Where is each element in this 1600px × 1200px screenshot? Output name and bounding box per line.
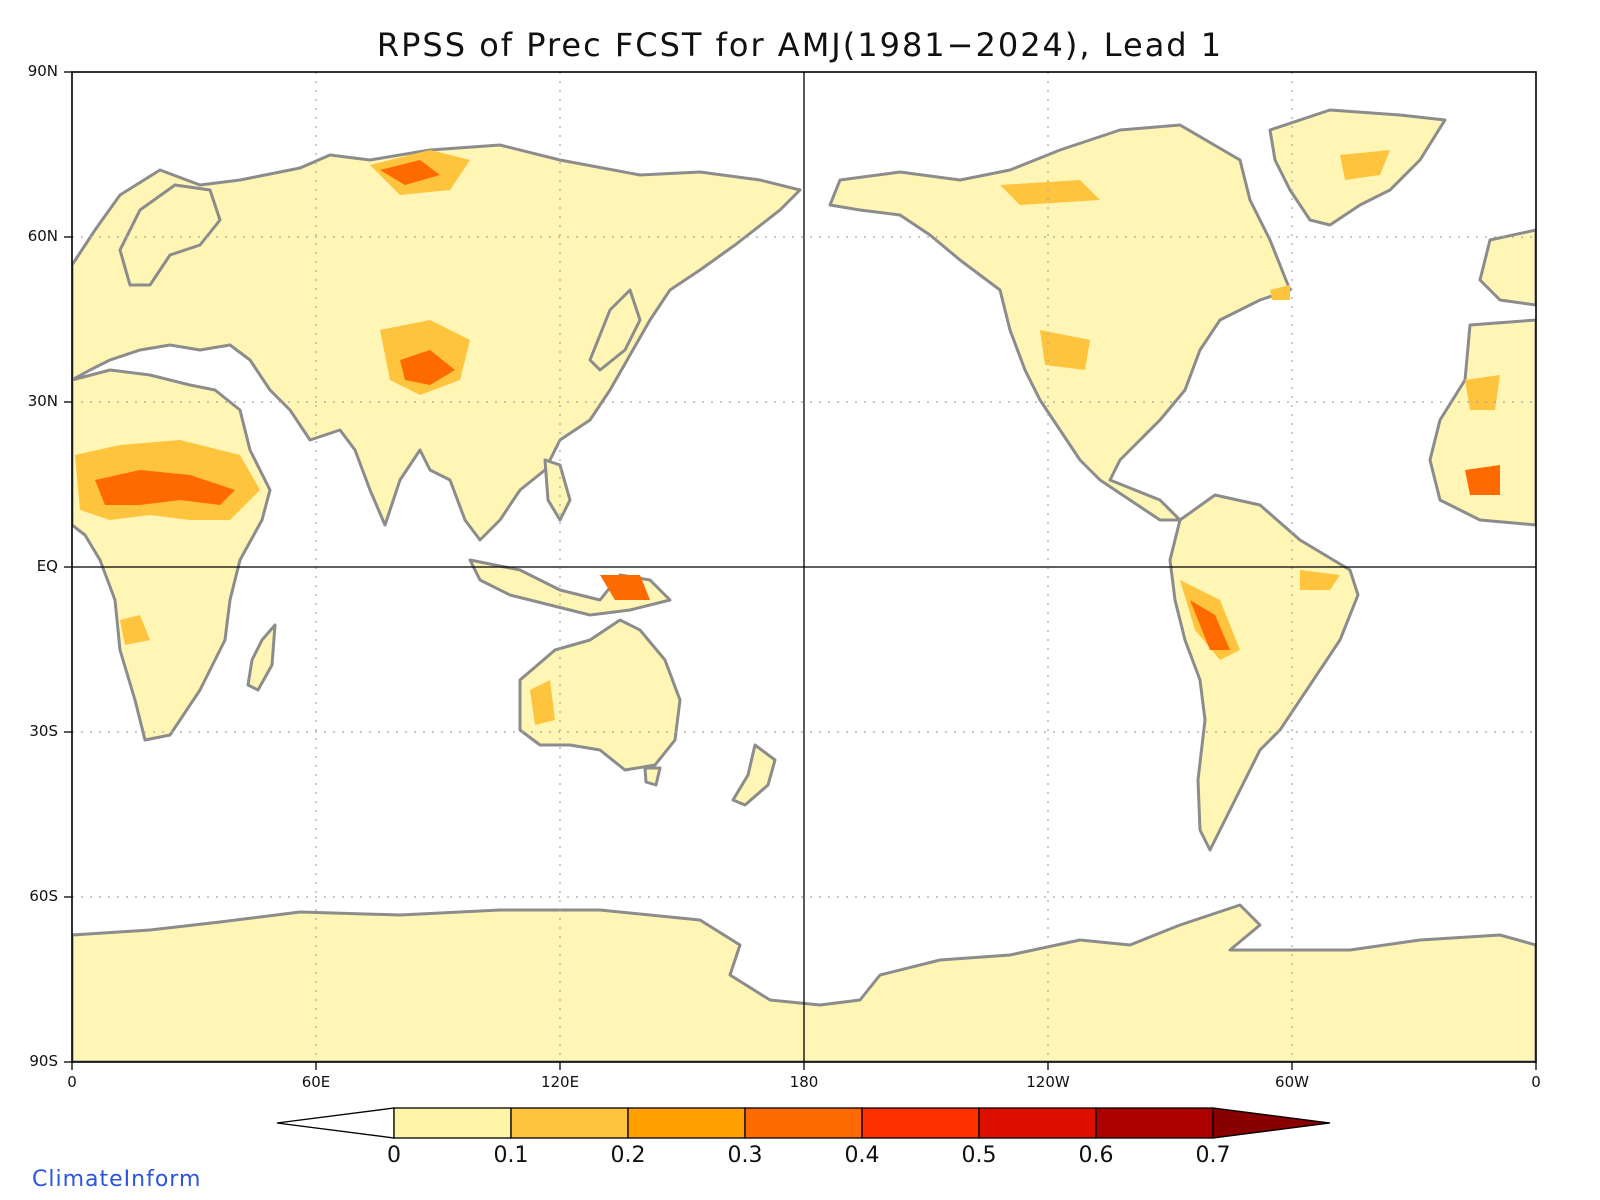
lon-label-0-right: 0 bbox=[1531, 1073, 1541, 1091]
lat-label-30n: 30N bbox=[27, 392, 58, 410]
europe-edge-land bbox=[1478, 228, 1536, 307]
colorbar-tick-label: 0.1 bbox=[493, 1143, 529, 1168]
brand-label: ClimateInform bbox=[32, 1167, 202, 1192]
lon-label-180: 180 bbox=[789, 1073, 819, 1091]
skill-patch bbox=[400, 350, 455, 385]
colorbar-box bbox=[393, 1107, 512, 1139]
colorbar-box bbox=[978, 1107, 1097, 1139]
colorbar-box bbox=[861, 1107, 980, 1139]
colorbar-box bbox=[1095, 1107, 1214, 1139]
colorbar-over-triangle bbox=[1212, 1107, 1331, 1139]
colorbar-tick-label: 0.7 bbox=[1195, 1143, 1231, 1168]
lat-label-90s: 90S bbox=[29, 1052, 58, 1070]
tasmania-land bbox=[643, 766, 662, 787]
lat-label-eq: EQ bbox=[36, 557, 58, 575]
philippines-land bbox=[543, 458, 572, 522]
skill-patch bbox=[1270, 285, 1290, 300]
lat-label-60n: 60N bbox=[27, 227, 58, 245]
skill-patch bbox=[1040, 330, 1090, 370]
skill-patch bbox=[1465, 465, 1500, 495]
colorbar-tick-label: 0.3 bbox=[727, 1143, 763, 1168]
skill-patch bbox=[1340, 150, 1390, 180]
axis-ticks bbox=[64, 71, 1537, 1070]
lon-label-60e: 60E bbox=[301, 1073, 331, 1091]
skill-patch bbox=[600, 575, 650, 600]
lat-label-60s: 60S bbox=[29, 887, 58, 905]
lat-label-90n: 90N bbox=[27, 62, 58, 80]
colorbar-tick-label: 0.2 bbox=[610, 1143, 646, 1168]
skill-patch bbox=[380, 160, 440, 185]
colorbar-box bbox=[744, 1107, 863, 1139]
colorbar-tick-label: 0.5 bbox=[961, 1143, 997, 1168]
lat-label-30s: 30S bbox=[29, 722, 58, 740]
antarctica-land bbox=[72, 903, 1536, 1062]
colorbar-tick-label: 0.6 bbox=[1078, 1143, 1114, 1168]
reference-lines bbox=[72, 72, 1536, 1062]
colorbar-tick-label: 0 bbox=[387, 1143, 401, 1168]
colorbar-box bbox=[627, 1107, 746, 1139]
skill-patch bbox=[95, 470, 235, 505]
lon-label-0: 0 bbox=[67, 1073, 77, 1091]
skill-patch bbox=[120, 615, 150, 645]
colorbar-under-triangle bbox=[276, 1107, 395, 1139]
japan-land bbox=[588, 288, 642, 372]
west-africa-edge-land bbox=[1428, 318, 1536, 527]
lon-label-120e: 120E bbox=[540, 1073, 580, 1091]
new-zealand-land bbox=[731, 743, 777, 807]
skill-patch bbox=[1300, 570, 1340, 590]
skill-patch bbox=[530, 680, 555, 725]
chart-title: RPSS of Prec FCST for AMJ(1981−2024), Le… bbox=[376, 26, 1224, 64]
lon-label-120w: 120W bbox=[1026, 1073, 1070, 1091]
skill-patch bbox=[1190, 600, 1230, 650]
lon-label-60w: 60W bbox=[1275, 1073, 1309, 1091]
skill-patch bbox=[1465, 375, 1500, 410]
colorbar-box bbox=[510, 1107, 629, 1139]
north-america-land bbox=[828, 123, 1292, 522]
skill-patch bbox=[1000, 180, 1100, 205]
madagascar-land bbox=[246, 623, 277, 692]
indonesia-land bbox=[468, 558, 672, 617]
skill-shading bbox=[75, 150, 1500, 725]
colorbar-tick-label: 0.4 bbox=[844, 1143, 880, 1168]
scandinavia-land bbox=[118, 183, 222, 287]
